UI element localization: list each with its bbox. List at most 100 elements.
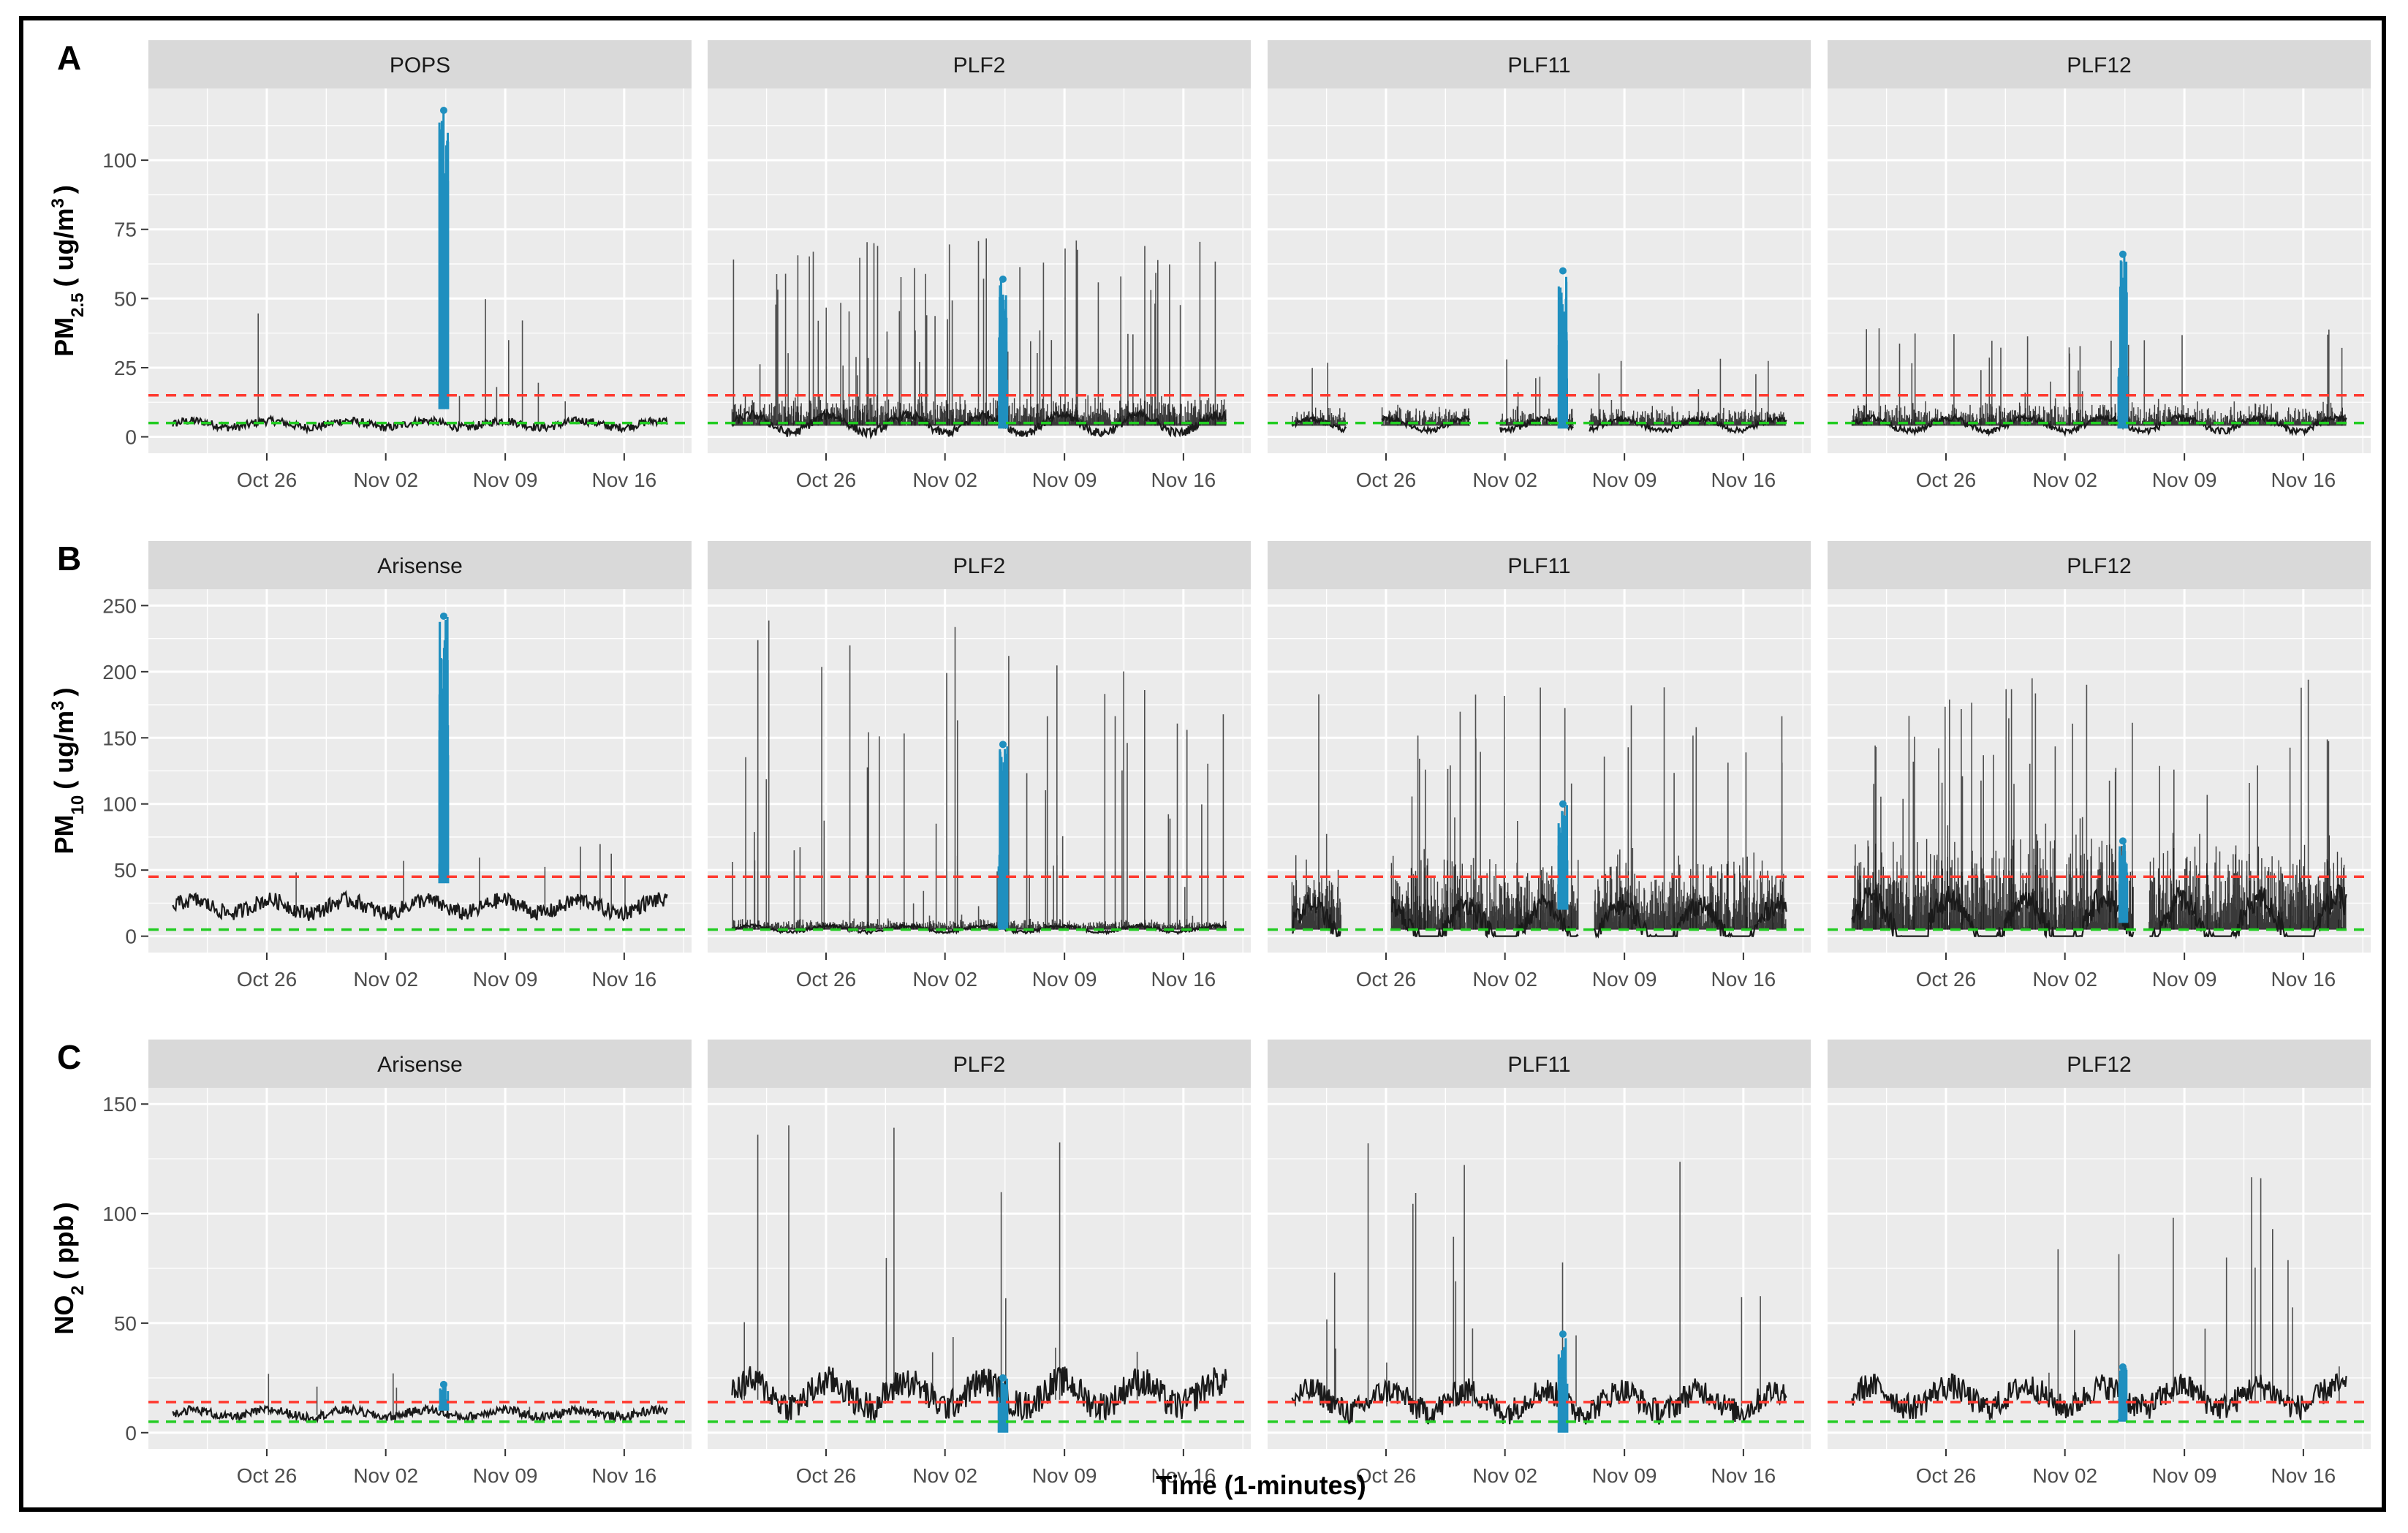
x-tick-label: Nov 02 xyxy=(353,469,418,491)
y-tick-label: 150 xyxy=(102,1093,137,1116)
y-tick-label: 0 xyxy=(125,926,137,948)
row-letter-b: B xyxy=(57,540,81,578)
x-tick-label: Nov 16 xyxy=(2271,1464,2336,1487)
y-tick-label: 250 xyxy=(102,594,137,617)
facet-title: PLF12 xyxy=(2067,53,2131,77)
highlight-event-trace xyxy=(997,746,1009,930)
x-tick-label: Nov 02 xyxy=(912,469,977,491)
x-tick-label: Nov 09 xyxy=(2152,968,2217,991)
series-line xyxy=(1291,413,1787,435)
x-tick-label: Oct 26 xyxy=(1916,469,1976,491)
highlight-peak-point xyxy=(2119,250,2127,258)
y-tick-label: 0 xyxy=(125,1422,137,1445)
x-tick-label: Nov 02 xyxy=(353,968,418,991)
panel-a-plf11: PLF11 Oct 26 Nov 02 Nov 09 Nov 16 xyxy=(1268,40,1811,491)
y-axis-label-a: PM2.5( ug/m3) xyxy=(48,185,88,357)
y-tick-label: 100 xyxy=(102,149,137,172)
y-tick-label: 0 xyxy=(125,426,137,449)
x-tick-label: Nov 16 xyxy=(592,1464,657,1487)
x-tick-label: Nov 09 xyxy=(1032,469,1097,491)
highlight-event-trace xyxy=(2118,842,2129,923)
highlight-peak-point xyxy=(1559,800,1567,808)
highlight-event-trace xyxy=(2117,1367,2128,1422)
series-spikes xyxy=(1318,687,1783,930)
y-tick-label: 50 xyxy=(114,859,137,882)
x-tick-label: Nov 16 xyxy=(592,469,657,491)
x-tick-label: Oct 26 xyxy=(237,1464,297,1487)
x-tick-label: Oct 26 xyxy=(1356,1464,1416,1487)
y-tick-label: 100 xyxy=(102,793,137,816)
highlight-peak-point xyxy=(999,275,1007,283)
x-tick-label: Nov 09 xyxy=(1032,1464,1097,1487)
panel-a-plf2: PLF2 Oct 26 Nov 02 Nov 09 Nov 16 xyxy=(708,40,1251,491)
facet-title: PLF2 xyxy=(953,1053,1006,1077)
series-line xyxy=(731,408,1227,440)
plot-background xyxy=(148,88,692,453)
y-tick-label: 150 xyxy=(102,727,137,749)
x-tick-label: Nov 09 xyxy=(473,1464,538,1487)
facet-strip xyxy=(708,541,1251,589)
x-tick-label: Nov 09 xyxy=(473,968,538,991)
x-tick-label: Nov 02 xyxy=(912,968,977,991)
series-line xyxy=(172,415,668,435)
x-tick-label: Nov 09 xyxy=(1592,1464,1657,1487)
facet-title: PLF11 xyxy=(1507,1053,1570,1077)
panel-b-plf12: PLF12 Oct 26 Nov 02 Nov 09 Nov 16 xyxy=(1828,541,2371,991)
facet-strip xyxy=(1268,40,1811,88)
series-line xyxy=(732,922,1227,936)
y-tick-label: 50 xyxy=(114,287,137,310)
x-tick-label: Nov 02 xyxy=(1472,469,1537,491)
x-tick-label: Nov 02 xyxy=(353,1464,418,1487)
facet-title: PLF12 xyxy=(2067,554,2131,578)
highlight-peak-point xyxy=(1559,267,1567,275)
x-tick-label: Oct 26 xyxy=(796,469,856,491)
x-tick-label: Nov 02 xyxy=(2032,1464,2097,1487)
y-tick-label: 75 xyxy=(114,219,137,241)
x-tick-label: Oct 26 xyxy=(1916,1464,1976,1487)
row-letter-c: C xyxy=(57,1038,81,1076)
series-spikes xyxy=(743,1125,1138,1400)
x-tick-label: Oct 26 xyxy=(1916,968,1976,991)
highlight-event-trace xyxy=(438,617,450,884)
facet-strip xyxy=(1828,1040,2371,1088)
panel-b-arisense: Arisense Oct 26 Nov 02 Nov 09 Nov 16 xyxy=(148,541,692,991)
x-tick-label: Nov 16 xyxy=(1711,1464,1776,1487)
highlight-event-trace xyxy=(438,113,450,409)
x-tick-label: Nov 02 xyxy=(912,1464,977,1487)
x-tick-label: Oct 26 xyxy=(796,1464,856,1487)
highlight-event-trace xyxy=(997,1378,1009,1433)
x-tick-label: Oct 26 xyxy=(1356,968,1416,991)
series-spikes xyxy=(257,299,566,426)
facet-strip xyxy=(1828,40,2371,88)
series-line xyxy=(1851,412,2347,437)
panel-b-plf2: PLF2 Oct 26 Nov 02 Nov 09 Nov 16 xyxy=(708,541,1251,991)
series-line xyxy=(1851,884,2347,939)
x-tick-label: Nov 16 xyxy=(1151,469,1216,491)
plot-background xyxy=(1828,88,2371,453)
panel-b-plf11: PLF11 Oct 26 Nov 02 Nov 09 Nov 16 xyxy=(1268,541,1811,991)
x-tick-label: Oct 26 xyxy=(1356,469,1416,491)
panel-c-plf12: PLF12 Oct 26 Nov 02 Nov 09 Nov 16 xyxy=(1828,1040,2371,1487)
highlight-peak-point xyxy=(999,741,1007,749)
highlight-peak-point xyxy=(999,1374,1007,1382)
x-tick-label: Nov 16 xyxy=(1711,968,1776,991)
x-tick-label: Nov 02 xyxy=(2032,968,2097,991)
panel-c-plf11: PLF11 Oct 26 Nov 02 Nov 09 Nov 16 xyxy=(1268,1040,1811,1487)
highlight-peak-point xyxy=(1559,1330,1567,1338)
facet-strip xyxy=(708,40,1251,88)
series-line xyxy=(172,1403,668,1424)
facet-title: PLF2 xyxy=(953,53,1006,77)
y-tick-label: 50 xyxy=(114,1312,137,1335)
x-tick-label: Nov 09 xyxy=(2152,1464,2217,1487)
x-axis-label: Time (1-minutes) xyxy=(1156,1470,1366,1500)
y-axis-label-c: NO2( ppb) xyxy=(49,1202,88,1334)
row-letter-a: A xyxy=(57,39,81,77)
facet-title: PLF11 xyxy=(1507,53,1570,77)
facet-title: PLF11 xyxy=(1507,554,1570,578)
series-line xyxy=(731,1366,1227,1423)
x-tick-label: Nov 16 xyxy=(1151,968,1216,991)
x-tick-label: Nov 09 xyxy=(1032,968,1097,991)
highlight-peak-point xyxy=(439,107,447,115)
panel-a-plf12: PLF12 Oct 26 Nov 02 Nov 09 Nov 16 xyxy=(1828,40,2371,491)
